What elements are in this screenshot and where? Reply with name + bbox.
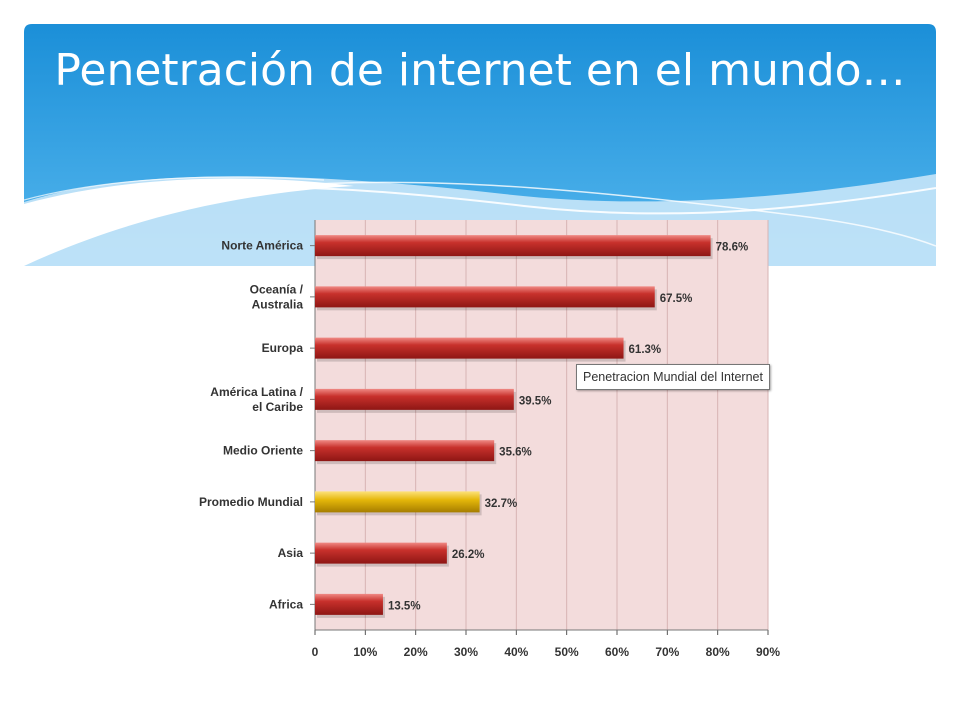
x-tick-label: 0 [312, 645, 319, 659]
slide-title: Penetración de internet en el mundo… [54, 45, 906, 96]
x-tick-label: 50% [555, 645, 579, 659]
category-label: Africa [269, 597, 303, 611]
category-label: Asia [278, 546, 304, 560]
value-label: 26.2% [452, 549, 485, 561]
chart-tooltip: Penetracion Mundial del Internet [576, 364, 770, 390]
bar [315, 440, 495, 462]
category-label: América Latina / el Caribe [210, 385, 303, 414]
category-label: Promedio Mundial [199, 495, 303, 509]
value-label: 39.5% [519, 395, 552, 407]
value-label: 32.7% [485, 498, 518, 510]
category-label: Oceanía / Australia [250, 282, 304, 311]
value-label: 67.5% [660, 293, 693, 305]
value-label: 13.5% [388, 600, 421, 612]
x-tick-label: 20% [404, 645, 428, 659]
bar [315, 491, 480, 513]
bar [315, 337, 624, 359]
x-tick-label: 40% [504, 645, 528, 659]
category-label: Medio Oriente [223, 444, 303, 458]
value-label: 61.3% [629, 344, 662, 356]
bar [315, 235, 711, 257]
category-label: Norte América [221, 239, 303, 253]
plot-area [315, 220, 768, 630]
category-label: Europa [262, 341, 304, 355]
value-label: 35.6% [499, 447, 532, 459]
bar-chart: 0 10% 20% 30% 40% 50% 60% 70% 80% 90% 78.6% Norte A… [178, 210, 780, 665]
value-label: 78.6% [716, 242, 749, 254]
x-tick-label: 30% [454, 645, 478, 659]
x-tick-label: 10% [353, 645, 377, 659]
bar [315, 388, 514, 410]
chart-svg: 0 10% 20% 30% 40% 50% 60% 70% 80% 90% 78.6% Norte A… [199, 220, 780, 659]
x-tick-label: 60% [605, 645, 629, 659]
bar [315, 542, 447, 564]
bar [315, 286, 655, 308]
bar [315, 593, 383, 615]
x-tick-label: 70% [655, 645, 679, 659]
x-tick-label: 80% [706, 645, 730, 659]
x-tick-label: 90% [756, 645, 780, 659]
